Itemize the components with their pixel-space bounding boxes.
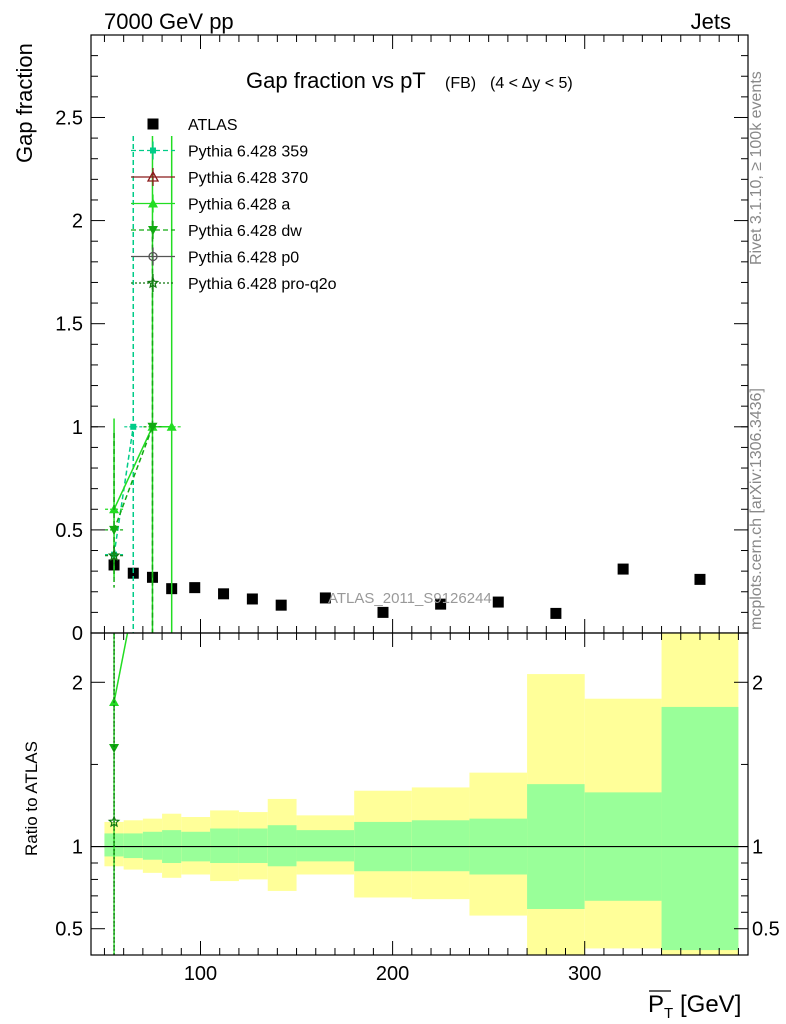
legend-marker <box>147 118 159 130</box>
legend-entry-1: Pythia 6.428 359 <box>131 141 308 161</box>
svg-text:T: T <box>664 1005 673 1022</box>
ratio-inner-band-1 <box>123 833 143 859</box>
rivet-version-label: Rivet 3.1.10, ≥ 100k events <box>748 71 765 265</box>
data-point <box>109 525 120 535</box>
ratio-series-0 <box>109 632 129 955</box>
legend-entry-5: Pythia 6.428 p0 <box>131 247 299 267</box>
main-ytick-label: 1 <box>72 417 83 439</box>
main-ytick-label: 0.5 <box>55 520 83 542</box>
legend-marker <box>146 276 160 289</box>
ratio-ytick-label: 1 <box>72 837 83 859</box>
series-6 <box>105 546 124 565</box>
data-point <box>107 549 121 561</box>
data-point <box>189 582 201 594</box>
ratio-inner-band-14 <box>661 706 739 951</box>
ratio-inner-band-6 <box>238 828 268 863</box>
data-point <box>166 421 177 431</box>
y-axis-label-ratio: Ratio to ATLAS <box>22 741 41 856</box>
ratio-inner-band-5 <box>210 828 239 863</box>
watermark: ATLAS_2011_S9126244 <box>328 590 492 607</box>
ratio-series-2 <box>107 633 121 955</box>
legend-entry-6: Pythia 6.428 pro-q2o <box>131 274 337 293</box>
data-point <box>550 607 562 619</box>
ratio-panel: 100 200 300 0.5 0.5 1 1 2 2 Ratio to ATLAS <box>22 632 780 985</box>
legend-entry-2: Pythia 6.428 370 <box>131 168 308 187</box>
ratio-ytick-label: 2 <box>72 672 83 694</box>
legend-label: Pythia 6.428 dw <box>188 223 302 240</box>
main-panel: 0 0.5 1 1.5 2 2.5 Gap fraction vs pT (FB) (4 … <box>12 34 749 645</box>
legend-label: Pythia 6.428 359 <box>188 144 308 161</box>
ratio-series-layer <box>107 632 129 955</box>
ratio-inner-band-7 <box>267 825 297 867</box>
main-title-suffix: (FB) <box>445 75 476 92</box>
ratio-ytick-label: 0.5 <box>55 919 83 941</box>
data-point <box>218 588 230 600</box>
legend-entry-0: ATLAS <box>147 117 238 134</box>
legend-label: Pythia 6.428 370 <box>188 170 308 187</box>
ratio-point <box>109 744 120 753</box>
ratio-frame <box>90 632 749 956</box>
series-line <box>113 426 154 531</box>
data-point <box>435 598 447 610</box>
data-point <box>492 596 504 608</box>
data-point <box>275 599 287 611</box>
legend-label: Pythia 6.428 a <box>188 197 290 214</box>
ratio-ytick-label-right: 2 <box>752 672 763 694</box>
x-axis-label: P T [GeV] <box>648 990 741 1022</box>
ratio-xtick-label: 100 <box>184 963 217 985</box>
legend: ATLAS Pythia 6.428 359 Pythia 6.428 370 Pyt… <box>131 117 337 293</box>
main-ytick-label: 2.5 <box>55 107 83 129</box>
ratio-bands <box>91 633 748 955</box>
main-title-range: (4 < Δy < 5) <box>490 75 573 92</box>
data-point <box>130 423 137 430</box>
data-point <box>147 422 158 432</box>
y-axis-label-main: Gap fraction <box>12 43 37 163</box>
mcplots-label: mcplots.cern.ch [arXiv:1306.3436] <box>748 388 765 630</box>
data-point <box>246 593 258 605</box>
data-point <box>127 567 139 579</box>
ratio-inner-band-8 <box>296 830 355 862</box>
ratio-xtick-label: 300 <box>568 963 601 985</box>
ratio-ytick-label-right: 0.5 <box>752 919 780 941</box>
main-title: Gap fraction vs pT <box>246 68 426 93</box>
ratio-inner-band-10 <box>411 820 470 872</box>
legend-label: Pythia 6.428 pro-q2o <box>188 276 337 293</box>
main-ytick-label: 0 <box>72 623 83 645</box>
legend-label: ATLAS <box>188 117 238 134</box>
ratio-point <box>107 815 121 828</box>
ratio-xtick-label: 200 <box>376 963 409 985</box>
process-label: Jets <box>691 9 731 34</box>
energy-label: 7000 GeV pp <box>104 9 234 34</box>
legend-marker <box>150 147 156 154</box>
legend-entry-4: Pythia 6.428 dw <box>131 221 302 240</box>
ratio-ytick-label-right: 1 <box>752 837 763 859</box>
series-1 <box>105 136 143 633</box>
legend-marker <box>146 170 160 182</box>
svg-text:[GeV]: [GeV] <box>680 991 741 1018</box>
data-point <box>694 573 706 585</box>
main-ytick-label: 2 <box>72 211 83 233</box>
svg-text:P: P <box>648 991 664 1018</box>
main-ytick-label: 1.5 <box>55 314 83 336</box>
legend-marker <box>148 251 158 262</box>
legend-entry-3: Pythia 6.428 a <box>131 194 290 214</box>
legend-marker <box>148 226 158 235</box>
data-point <box>617 563 629 575</box>
legend-label: Pythia 6.428 p0 <box>188 250 299 267</box>
ratio-series-line <box>113 632 129 703</box>
ratio-inner-band-2 <box>142 831 163 860</box>
data-point <box>377 606 389 618</box>
legend-marker <box>148 198 158 208</box>
series-line <box>113 426 135 555</box>
data-point <box>319 592 331 604</box>
